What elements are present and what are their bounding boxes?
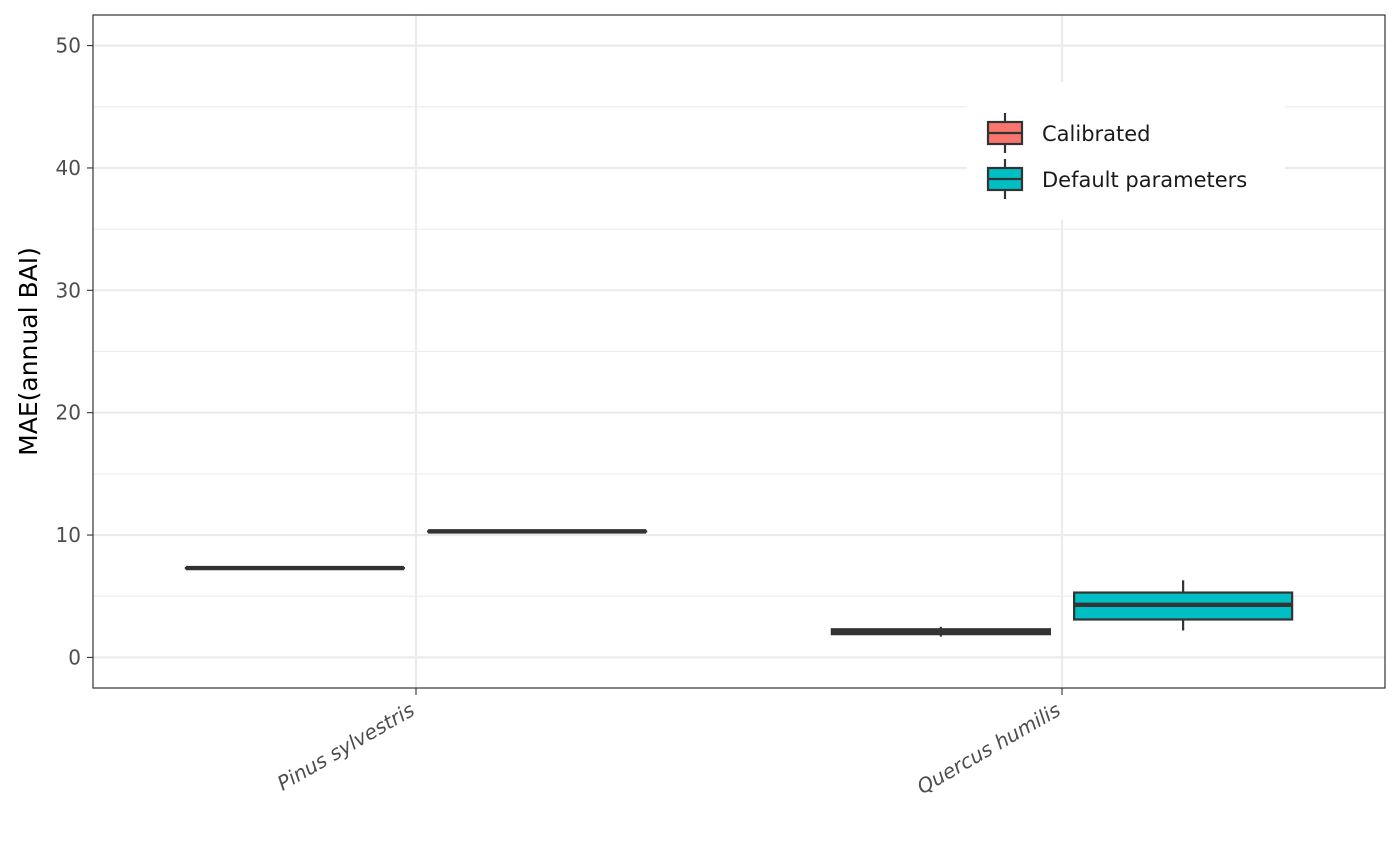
legend-item: Default parameters [986, 159, 1247, 199]
y-tick-label: 20 [56, 401, 81, 425]
y-axis-title: MAE(annual BAI) [14, 247, 43, 456]
axes: 0 10 20 30 40 50 Pinus sylvestris Quercus humil… [56, 34, 1065, 799]
box-default-parameters [1073, 580, 1294, 631]
legend-label: Default parameters [1042, 168, 1247, 192]
x-tick-label: Quercus humilis [913, 698, 1065, 799]
legend-item: Calibrated [986, 113, 1151, 153]
x-tick-label: Pinus sylvestris [273, 698, 419, 796]
y-tick-label: 0 [68, 645, 81, 669]
box-calibrated [830, 626, 1051, 637]
y-tick-label: 50 [56, 34, 81, 58]
legend: Calibrated Default parameters [967, 82, 1285, 220]
y-tick-label: 10 [56, 523, 81, 547]
legend-background [967, 82, 1285, 220]
legend-label: Calibrated [1042, 122, 1151, 146]
y-tick-label: 30 [56, 278, 81, 302]
y-tick-label: 40 [56, 156, 81, 180]
plot-panel-border [92, 14, 1386, 689]
box-layer [184, 529, 1294, 637]
